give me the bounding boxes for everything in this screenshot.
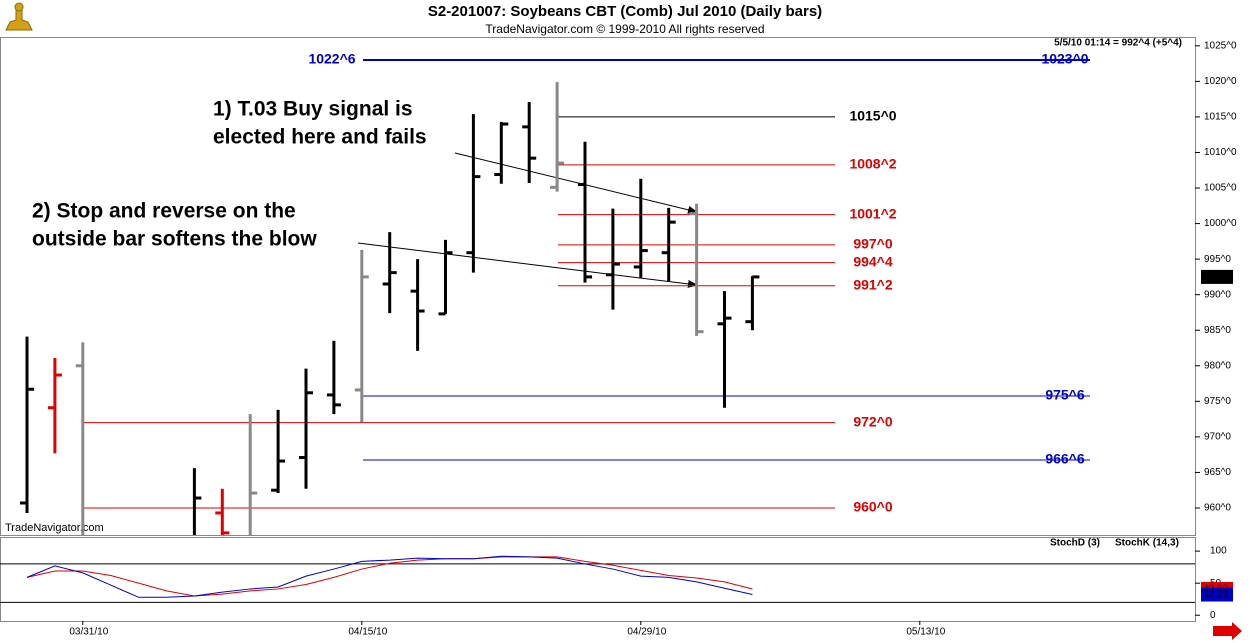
last-value-box [1201,587,1233,602]
y-tick-label: 1015^0 [1204,112,1237,123]
annotation: outside bar softens the blow [32,228,317,251]
y-tick-label: 1020^0 [1204,76,1237,87]
y-tick-label: 1010^0 [1204,147,1237,158]
y-tick-label: 965^0 [1204,467,1231,478]
level-label: 1008^2 [849,156,896,172]
logo [5,2,33,31]
level-label: 991^2 [853,276,893,292]
last-value-label: 32.28 [1203,589,1228,600]
y-tick-label: 100 [1210,546,1227,557]
info-text: 5/5/10 01:14 = 992^4 (+5^4) [1054,38,1182,49]
y-tick-label: 970^0 [1204,432,1231,443]
x-tick-label: 03/31/10 [69,627,108,638]
level-label: 966^6 [1045,451,1085,467]
annotation-arrow [454,152,698,214]
legend-entry: StochD (3) [1050,538,1100,549]
watermark: TradeNavigator.com [5,522,104,534]
y-tick-label: 995^0 [1204,254,1231,265]
level-label: 1015^0 [849,108,896,124]
level-label: 960^0 [853,499,893,515]
y-tick-label: 980^0 [1204,360,1231,371]
y-tick-label: 1005^0 [1204,183,1237,194]
y-tick-label: 1025^0 [1204,40,1237,51]
stoch-frame [0,537,1196,622]
annotation-arrow [357,242,698,288]
last-price-box [1201,269,1233,284]
y-tick-label: 990^0 [1204,289,1231,300]
legend-entry: StochK (14,3) [1115,538,1179,549]
stoch-line [26,556,753,597]
annotation: elected here and fails [213,126,427,149]
level-label: 994^4 [853,253,893,269]
level-left-label: 1022^6 [308,51,355,67]
level-label: 972^0 [853,413,893,429]
y-tick-label: 975^0 [1204,396,1231,407]
y-tick-label: 960^0 [1204,503,1231,514]
chart-subtitle: TradeNavigator.com © 1999-2010 All right… [485,22,764,36]
annotation: 2) Stop and reverse on the [32,200,296,223]
bars [20,82,760,535]
x-tick-label: 05/13/10 [906,627,945,638]
last-price-label: 992^4 [1203,272,1230,283]
chart-title: S2-201007: Soybeans CBT (Comb) Jul 2010 … [428,3,822,20]
x-tick-label: 04/15/10 [348,627,387,638]
level-label: 1001^2 [849,205,896,221]
y-tick-label: 1000^0 [1204,218,1237,229]
x-tick-label: 04/29/10 [627,627,666,638]
scroll-arrow[interactable] [1213,622,1242,640]
y-tick-label: 0 [1210,610,1216,621]
y-tick-label: 985^0 [1204,325,1231,336]
level-label: 1023^0 [1041,51,1088,67]
level-label: 997^0 [853,236,893,252]
annotation: 1) T.03 Buy signal is [213,98,413,121]
main-frame [0,37,1196,536]
stoch-line [26,555,753,598]
level-label: 975^6 [1045,387,1085,403]
